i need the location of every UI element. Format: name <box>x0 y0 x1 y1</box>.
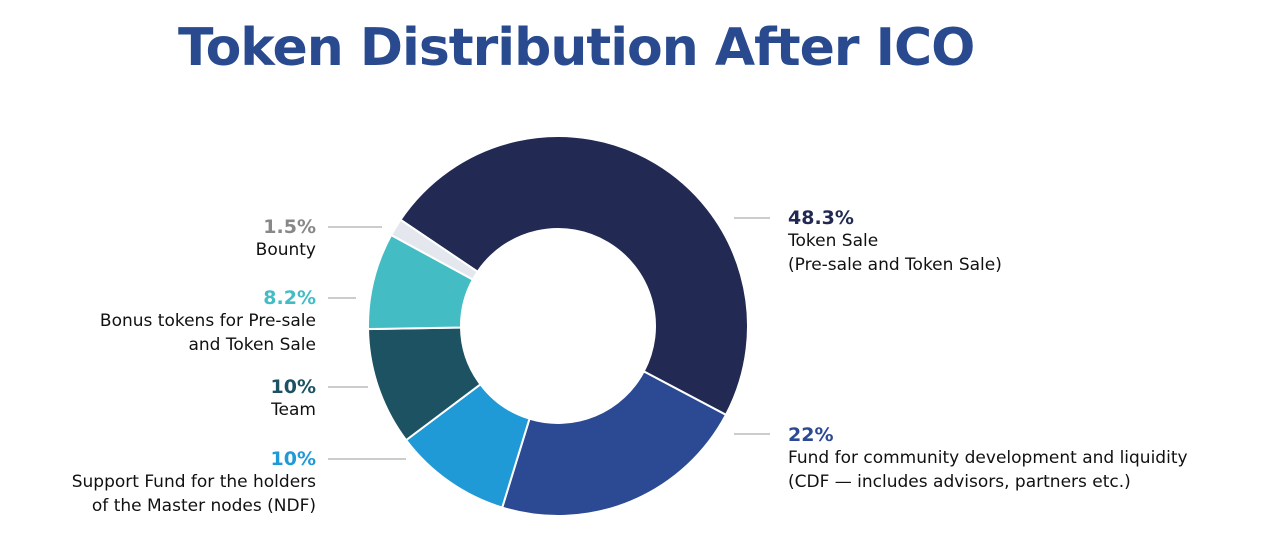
slice-description-2: Support Fund for the holders of the Mast… <box>71 472 316 516</box>
slice-percent-5: 1.5% <box>263 216 316 238</box>
slice-description-1: Fund for community development and liqui… <box>788 448 1188 492</box>
slice-percent-4: 8.2% <box>263 287 316 309</box>
slice-label-1: 22% Fund for community development and li… <box>788 424 1188 494</box>
slice-percent-0: 48.3% <box>788 207 854 229</box>
slice-percent-3: 10% <box>270 376 316 398</box>
donut-slice-0 <box>399 135 749 417</box>
slice-label-2: 10% Support Fund for the holders of the M… <box>72 448 316 518</box>
slice-label-3: 10% Team <box>271 376 316 422</box>
slice-description-4: Bonus tokens for Pre-sale and Token Sale <box>99 311 316 355</box>
slice-description-0: Token Sale (Pre-sale and Token Sale) <box>788 231 1002 275</box>
donut-slice-5 <box>389 218 479 281</box>
slice-label-0: 48.3% Token Sale (Pre-sale and Token Sale… <box>788 207 1002 277</box>
slice-description-3: Team <box>271 400 316 420</box>
donut-slice-1 <box>500 370 728 517</box>
slice-description-5: Bounty <box>255 240 316 260</box>
slice-label-5: 1.5% Bounty <box>256 216 316 262</box>
chart-title: Token Distribution After ICO <box>178 18 975 78</box>
slice-percent-1: 22% <box>788 424 834 446</box>
slice-percent-2: 10% <box>270 448 316 470</box>
slice-label-4: 8.2% Bonus tokens for Pre-sale and Token … <box>100 287 316 357</box>
